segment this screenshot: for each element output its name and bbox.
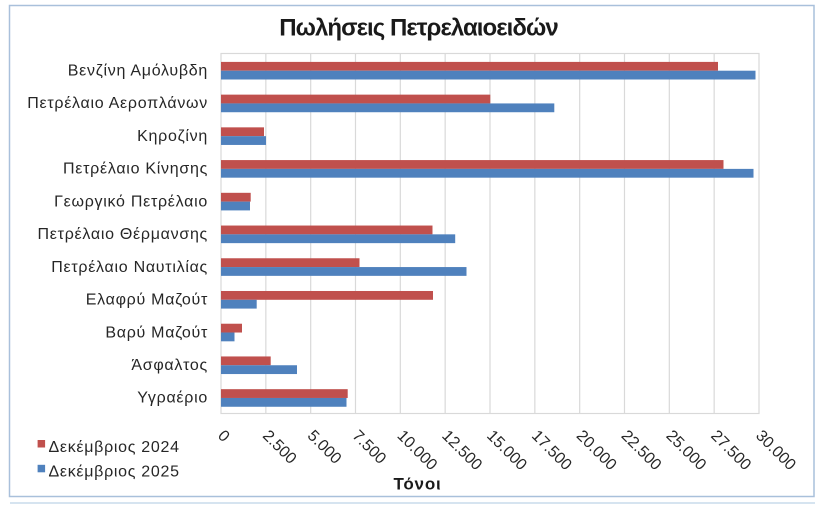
- svg-text:Πετρέλαιο Κίνησης: Πετρέλαιο Κίνησης: [63, 161, 208, 178]
- svg-text:Πωλήσεις Πετρελαιοειδών: Πωλήσεις Πετρελαιοειδών: [279, 15, 558, 42]
- svg-text:Δεκέμβριος 2024: Δεκέμβριος 2024: [49, 439, 180, 456]
- svg-text:Πετρέλαιο Αεροπλάνων: Πετρέλαιο Αεροπλάνων: [27, 95, 208, 112]
- svg-text:Κηροζίνη: Κηροζίνη: [137, 128, 208, 145]
- svg-text:Ελαφρύ Μαζούτ: Ελαφρύ Μαζούτ: [86, 292, 208, 309]
- svg-text:Γεωργικό Πετρέλαιο: Γεωργικό Πετρέλαιο: [54, 193, 208, 210]
- svg-text:Άσφαλτος: Άσφαλτος: [131, 357, 208, 374]
- svg-text:Βαρύ Μαζούτ: Βαρύ Μαζούτ: [105, 324, 208, 341]
- svg-text:Βενζίνη Αμόλυβδη: Βενζίνη Αμόλυβδη: [68, 62, 208, 79]
- svg-text:Υγραέριο: Υγραέριο: [137, 390, 208, 407]
- svg-text:Πετρέλαιο Θέρμανσης: Πετρέλαιο Θέρμανσης: [38, 226, 208, 243]
- svg-text:Πετρέλαιο Ναυτιλίας: Πετρέλαιο Ναυτιλίας: [51, 259, 208, 276]
- svg-text:Τόνοι: Τόνοι: [393, 475, 441, 494]
- svg-text:Δεκέμβριος 2025: Δεκέμβριος 2025: [49, 464, 180, 481]
